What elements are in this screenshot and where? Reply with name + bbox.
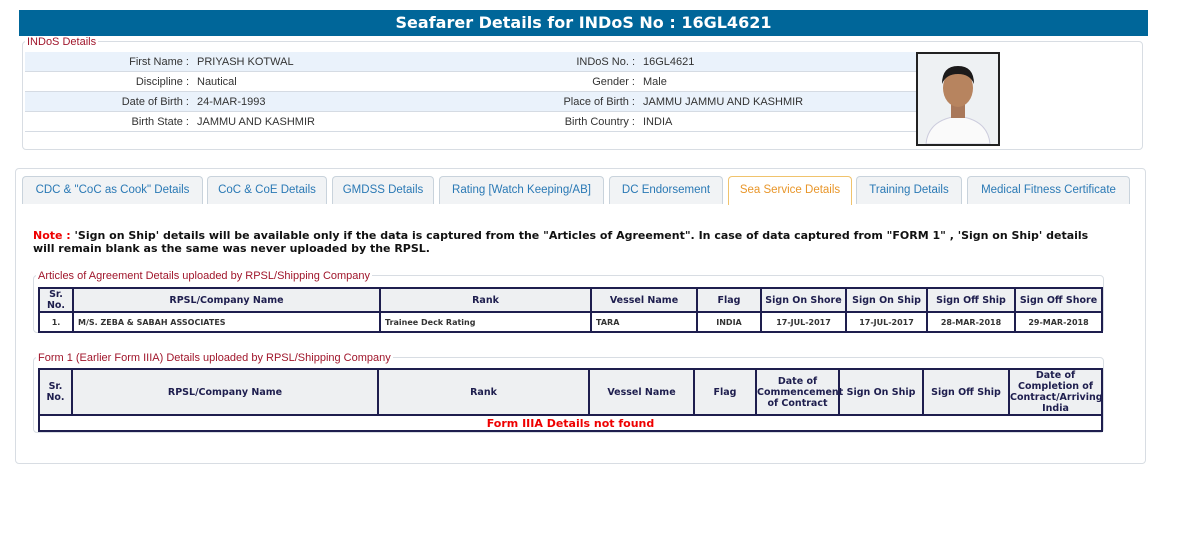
page-title: Seafarer Details for INDoS No : 16GL4621	[19, 10, 1148, 36]
not-found-message: Form IIIA Details not found	[38, 414, 1103, 432]
aoa-table: Sr. No. RPSL/Company Name Rank Vessel Na…	[38, 287, 1103, 333]
cell-sr-no: 1.	[38, 311, 74, 333]
note-label: Note :	[33, 229, 71, 242]
col-company: RPSL/Company Name	[71, 368, 379, 416]
col-sr-no: Sr. No.	[38, 368, 73, 416]
place-of-birth-label: Place of Birth :	[563, 96, 635, 108]
discipline-value: Nautical	[197, 76, 237, 88]
col-commencement: Date of Commencement of Contract	[755, 368, 843, 416]
col-vessel: Vessel Name	[590, 287, 698, 313]
gender-label: Gender :	[592, 76, 635, 88]
col-flag: Flag	[693, 368, 757, 416]
birth-country-label: Birth Country :	[564, 116, 635, 128]
birth-state-value: JAMMU AND KASHMIR	[197, 116, 315, 128]
birth-country-value: INDIA	[643, 116, 673, 128]
col-sign-on-ship: Sign On Ship	[845, 287, 928, 313]
col-completion: Date of Completion of Contract/Arriving …	[1008, 368, 1103, 416]
tab-panel	[15, 168, 1146, 464]
form1-legend: Form 1 (Earlier Form IIIA) Details uploa…	[36, 352, 393, 364]
info-row: First Name : PRIYASH KOTWAL INDoS No. : …	[25, 52, 917, 72]
info-row: Birth State : JAMMU AND KASHMIR Birth Co…	[25, 112, 917, 132]
tab-coc-coe[interactable]: CoC & CoE Details	[207, 176, 327, 204]
table-header-row: Sr. No. RPSL/Company Name Rank Vessel Na…	[38, 287, 1103, 313]
col-vessel: Vessel Name	[588, 368, 695, 416]
form1-section: Form 1 (Earlier Form IIIA) Details uploa…	[33, 352, 1104, 433]
col-sign-on-ship: Sign On Ship	[838, 368, 924, 416]
indos-details-legend: INDoS Details	[25, 36, 99, 48]
col-company: RPSL/Company Name	[72, 287, 381, 313]
tab-rating[interactable]: Rating [Watch Keeping/AB]	[439, 176, 604, 204]
col-rank: Rank	[377, 368, 590, 416]
tab-medical-fitness[interactable]: Medical Fitness Certificate	[967, 176, 1130, 204]
first-name-label: First Name :	[129, 56, 189, 68]
cell-flag: INDIA	[696, 311, 762, 333]
seafarer-photo	[916, 52, 1000, 146]
note-text: 'Sign on Ship' details will be available…	[33, 229, 1089, 255]
cell-sign-on-ship: 17-JUL-2017	[845, 311, 928, 333]
col-sign-off-ship: Sign Off Ship	[922, 368, 1010, 416]
discipline-label: Discipline :	[135, 76, 189, 88]
first-name-value: PRIYASH KOTWAL	[197, 56, 294, 68]
cell-vessel: TARA	[590, 311, 698, 333]
info-row: Date of Birth : 24-MAR-1993 Place of Bir…	[25, 92, 917, 112]
tab-training[interactable]: Training Details	[856, 176, 962, 204]
table-row: 1. M/S. ZEBA & SABAH ASSOCIATES Trainee …	[38, 311, 1103, 333]
col-sr-no: Sr. No.	[38, 287, 74, 313]
cell-sign-on-shore: 17-JUL-2017	[760, 311, 847, 333]
note: Note : 'Sign on Ship' details will be av…	[33, 229, 1093, 255]
col-rank: Rank	[379, 287, 592, 313]
birth-state-label: Birth State :	[131, 116, 189, 128]
table-row: Form IIIA Details not found	[38, 414, 1103, 432]
tab-cdc-coc-cook[interactable]: CDC & "CoC as Cook" Details	[22, 176, 203, 204]
tab-dc-endorsement[interactable]: DC Endorsement	[609, 176, 723, 204]
tab-sea-service[interactable]: Sea Service Details	[728, 176, 852, 205]
table-header-row: Sr. No. RPSL/Company Name Rank Vessel Na…	[38, 368, 1103, 416]
info-row: Discipline : Nautical Gender : Male	[25, 72, 917, 92]
place-of-birth-value: JAMMU JAMMU AND KASHMIR	[643, 96, 804, 108]
col-flag: Flag	[696, 287, 762, 313]
cell-sign-off-shore: 29-MAR-2018	[1014, 311, 1103, 333]
cell-sign-off-ship: 28-MAR-2018	[926, 311, 1016, 333]
dob-label: Date of Birth :	[121, 96, 189, 108]
cell-rank: Trainee Deck Rating	[379, 311, 592, 333]
col-sign-off-shore: Sign Off Shore	[1014, 287, 1103, 313]
tab-gmdss[interactable]: GMDSS Details	[332, 176, 434, 204]
gender-value: Male	[643, 76, 667, 88]
aoa-legend: Articles of Agreement Details uploaded b…	[36, 270, 373, 282]
form1-table: Sr. No. RPSL/Company Name Rank Vessel Na…	[38, 368, 1103, 432]
dob-value: 24-MAR-1993	[197, 96, 266, 108]
cell-company: M/S. ZEBA & SABAH ASSOCIATES	[72, 311, 381, 333]
indos-no-label: INDoS No. :	[576, 56, 635, 68]
indos-details-section: INDoS Details First Name : PRIYASH KOTWA…	[22, 36, 1143, 150]
col-sign-on-shore: Sign On Shore	[760, 287, 847, 313]
indos-no-value: 16GL4621	[643, 56, 695, 68]
col-sign-off-ship: Sign Off Ship	[926, 287, 1016, 313]
